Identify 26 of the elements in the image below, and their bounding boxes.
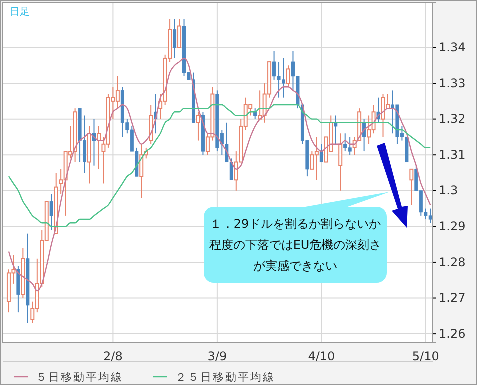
candlestick (338, 133, 343, 192)
candlestick (178, 18, 182, 48)
y-tick-label: 1.32 (439, 112, 466, 126)
x-tick-label: 5/10 (412, 350, 440, 364)
x-tick-label: 3/9 (208, 350, 228, 364)
annotation: １．29ドルを割るか割らないか程度の下落ではEU危機の深刻さが実感できない (209, 217, 382, 273)
y-tick-label: 1.31 (439, 148, 466, 162)
line-series (8, 58, 432, 292)
y-tick-label: 1.26 (439, 326, 466, 341)
y-tick-label: 1.3 (439, 184, 458, 198)
candlestick (320, 144, 324, 163)
x-tick-label: 2/8 (104, 350, 123, 364)
candlestick (286, 65, 290, 88)
y-tick-label: 1.29 (439, 220, 466, 234)
y-tick-label: 1.34 (439, 40, 466, 55)
candlestick (50, 194, 54, 231)
y-tick-label: 1.33 (439, 76, 466, 90)
legend-label: ５日移動平均線 (36, 371, 124, 384)
candlestick (196, 112, 200, 142)
legend-label: ２５日移動平均線 (176, 371, 276, 384)
y-tick-label: 1.27 (439, 291, 466, 306)
chart-title: 日足 (10, 7, 30, 18)
candlestick (410, 168, 414, 206)
candlestick (173, 18, 177, 59)
y-tick-label: 1.28 (439, 255, 466, 270)
x-tick-label: 4/10 (308, 350, 336, 364)
